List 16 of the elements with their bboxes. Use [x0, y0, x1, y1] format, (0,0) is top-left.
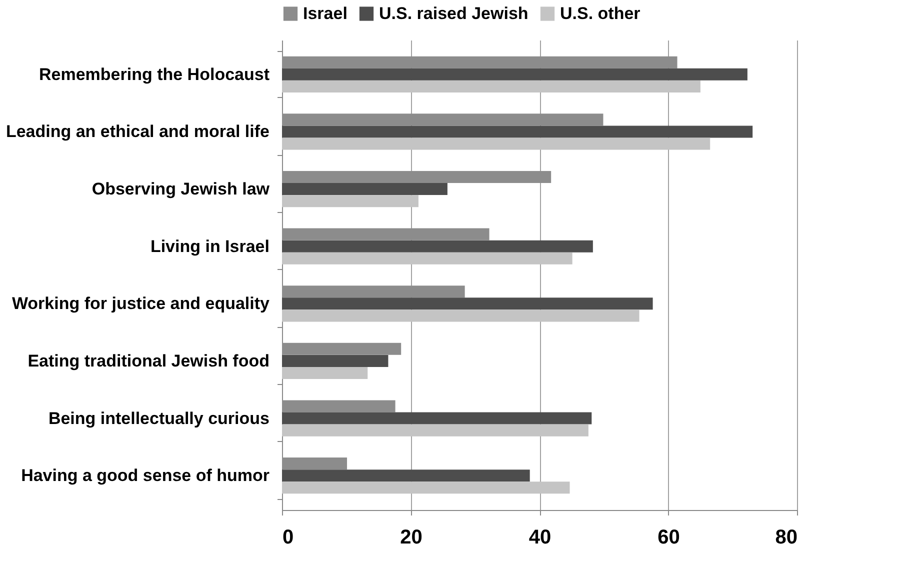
- y-tick-label: Eating traditional Jewish food: [28, 351, 270, 370]
- y-tick-label: Having a good sense of humor: [21, 466, 270, 486]
- x-tick-label: 0: [282, 526, 294, 548]
- y-tick-label: Remembering the Holocaust: [39, 64, 270, 84]
- legend-label: U.S. other: [560, 4, 641, 23]
- x-tick-label: 80: [775, 526, 798, 548]
- y-tick-label: Working for justice and equality: [12, 294, 270, 314]
- x-tick-label: 20: [400, 526, 422, 548]
- x-tick-label: 60: [658, 526, 680, 548]
- y-tick-label: Leading an ethical and moral life: [6, 122, 270, 142]
- legend-label: Israel: [303, 4, 348, 23]
- y-tick-label: Living in Israel: [150, 236, 270, 256]
- legend-label: U.S. raised Jewish: [379, 4, 528, 23]
- x-tick-label: 40: [528, 526, 552, 548]
- y-tick-label: Observing Jewish law: [92, 180, 270, 199]
- y-tick-label: Being intellectually curious: [48, 408, 270, 428]
